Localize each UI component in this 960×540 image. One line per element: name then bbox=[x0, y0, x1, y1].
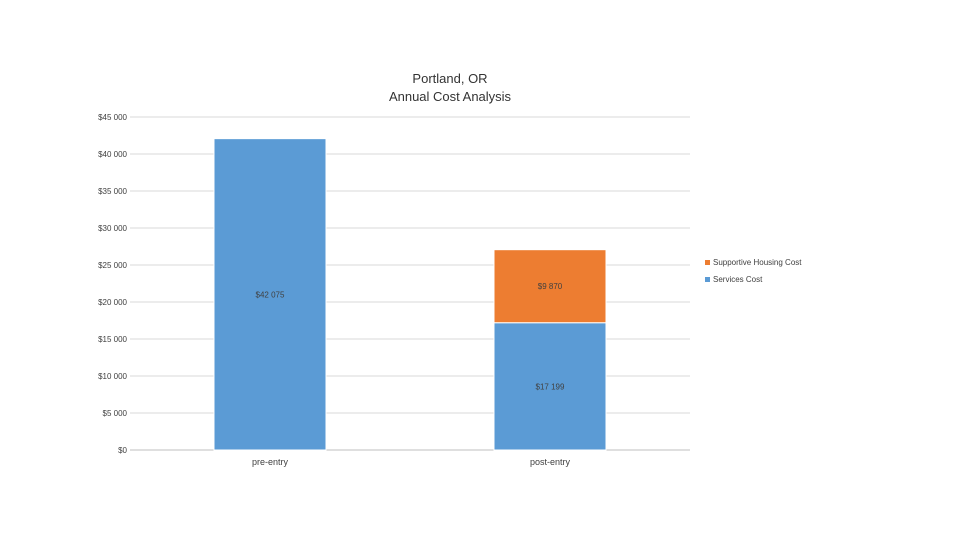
chart-title-line-1: Portland, OR bbox=[412, 71, 487, 86]
y-tick-label: $0 bbox=[118, 446, 127, 455]
data-label: $9 870 bbox=[538, 282, 563, 291]
bar-post-entry-supportive-housing-cost bbox=[493, 249, 607, 324]
legend-entry: Supportive Housing Cost bbox=[713, 258, 802, 267]
x-tick-label: post-entry bbox=[530, 457, 571, 467]
data-labels: $42 075 pre-entry $17 199 $9 870 post-entry bbox=[252, 282, 571, 467]
bar-post-entry-services-cost bbox=[493, 322, 607, 451]
data-label: $42 075 bbox=[256, 290, 285, 299]
data-label: $17 199 bbox=[536, 382, 565, 391]
y-tick-label: $35 000 bbox=[98, 187, 127, 196]
y-tick-label: $40 000 bbox=[98, 150, 127, 159]
legend-swatch bbox=[705, 277, 710, 282]
bars bbox=[213, 138, 607, 451]
y-tick-label: $20 000 bbox=[98, 298, 127, 307]
y-tick-label: $30 000 bbox=[98, 224, 127, 233]
legend: Supportive Housing Cost Services Cost bbox=[705, 258, 802, 284]
y-tick-label: $10 000 bbox=[98, 372, 127, 381]
y-tick-label: $45 000 bbox=[98, 113, 127, 122]
y-tick-label: $15 000 bbox=[98, 335, 127, 344]
x-tick-label: pre-entry bbox=[252, 457, 289, 467]
y-tick-label: $25 000 bbox=[98, 261, 127, 270]
y-tick-label: $5 000 bbox=[103, 409, 128, 418]
chart-title-line-2: Annual Cost Analysis bbox=[389, 89, 512, 104]
legend-swatch bbox=[705, 260, 710, 265]
legend-entry: Services Cost bbox=[713, 275, 763, 284]
bar-pre-entry-services-cost bbox=[213, 138, 327, 451]
